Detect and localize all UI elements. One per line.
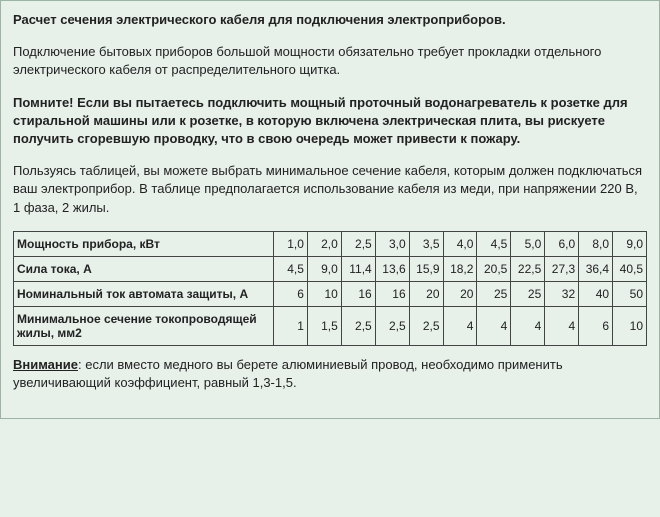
cell: 2,0 bbox=[307, 231, 341, 256]
cell: 11,4 bbox=[341, 256, 375, 281]
table-row: Мощность прибора, кВт1,02,02,53,03,54,04… bbox=[14, 231, 647, 256]
cell: 18,2 bbox=[443, 256, 477, 281]
table-row: Минимальное сечение токопроводящей жилы,… bbox=[14, 306, 647, 345]
page-title: Расчет сечения электрического кабеля для… bbox=[13, 11, 647, 29]
cell: 13,6 bbox=[375, 256, 409, 281]
cell: 5,0 bbox=[511, 231, 545, 256]
table-row: Номинальный ток автомата защиты, А610161… bbox=[14, 281, 647, 306]
cell: 6,0 bbox=[545, 231, 579, 256]
cell: 50 bbox=[613, 281, 647, 306]
cell: 10 bbox=[613, 306, 647, 345]
cell: 36,4 bbox=[579, 256, 613, 281]
cell: 20,5 bbox=[477, 256, 511, 281]
cell: 16 bbox=[375, 281, 409, 306]
cell: 9,0 bbox=[307, 256, 341, 281]
cell: 4 bbox=[511, 306, 545, 345]
cell: 1,0 bbox=[274, 231, 308, 256]
cell: 4 bbox=[545, 306, 579, 345]
cell: 1 bbox=[274, 306, 308, 345]
cell: 2,5 bbox=[409, 306, 443, 345]
cell: 15,9 bbox=[409, 256, 443, 281]
paragraph-warning: Помните! Если вы пытаетесь подключить мо… bbox=[13, 94, 647, 149]
cell: 10 bbox=[307, 281, 341, 306]
cell: 3,5 bbox=[409, 231, 443, 256]
paragraph-usage: Пользуясь таблицей, вы можете выбрать ми… bbox=[13, 162, 647, 217]
note: Внимание: если вместо медного вы берете … bbox=[13, 356, 647, 392]
cell: 27,3 bbox=[545, 256, 579, 281]
table-body: Мощность прибора, кВт1,02,02,53,03,54,04… bbox=[14, 231, 647, 345]
paragraph-intro: Подключение бытовых приборов большой мощ… bbox=[13, 43, 647, 79]
cell: 6 bbox=[579, 306, 613, 345]
cell: 4,5 bbox=[274, 256, 308, 281]
cell: 4 bbox=[443, 306, 477, 345]
cell: 22,5 bbox=[511, 256, 545, 281]
row-label: Минимальное сечение токопроводящей жилы,… bbox=[14, 306, 274, 345]
cell: 6 bbox=[274, 281, 308, 306]
cell: 25 bbox=[511, 281, 545, 306]
table-row: Сила тока, А4,59,011,413,615,918,220,522… bbox=[14, 256, 647, 281]
cell: 40,5 bbox=[613, 256, 647, 281]
cell: 8,0 bbox=[579, 231, 613, 256]
cell: 2,5 bbox=[341, 306, 375, 345]
cell: 9,0 bbox=[613, 231, 647, 256]
cell: 4 bbox=[477, 306, 511, 345]
cell: 1,5 bbox=[307, 306, 341, 345]
cell: 20 bbox=[409, 281, 443, 306]
row-label: Сила тока, А bbox=[14, 256, 274, 281]
note-label: Внимание bbox=[13, 357, 78, 372]
cell: 20 bbox=[443, 281, 477, 306]
cell: 16 bbox=[341, 281, 375, 306]
cell: 32 bbox=[545, 281, 579, 306]
cell: 4,5 bbox=[477, 231, 511, 256]
cell: 4,0 bbox=[443, 231, 477, 256]
row-label: Номинальный ток автомата защиты, А bbox=[14, 281, 274, 306]
cable-section-table: Мощность прибора, кВт1,02,02,53,03,54,04… bbox=[13, 231, 647, 346]
cell: 25 bbox=[477, 281, 511, 306]
cell: 2,5 bbox=[375, 306, 409, 345]
row-label: Мощность прибора, кВт bbox=[14, 231, 274, 256]
cell: 3,0 bbox=[375, 231, 409, 256]
document-container: Расчет сечения электрического кабеля для… bbox=[0, 0, 660, 419]
cell: 2,5 bbox=[341, 231, 375, 256]
note-text: : если вместо медного вы берете алюминие… bbox=[13, 357, 563, 390]
cell: 40 bbox=[579, 281, 613, 306]
